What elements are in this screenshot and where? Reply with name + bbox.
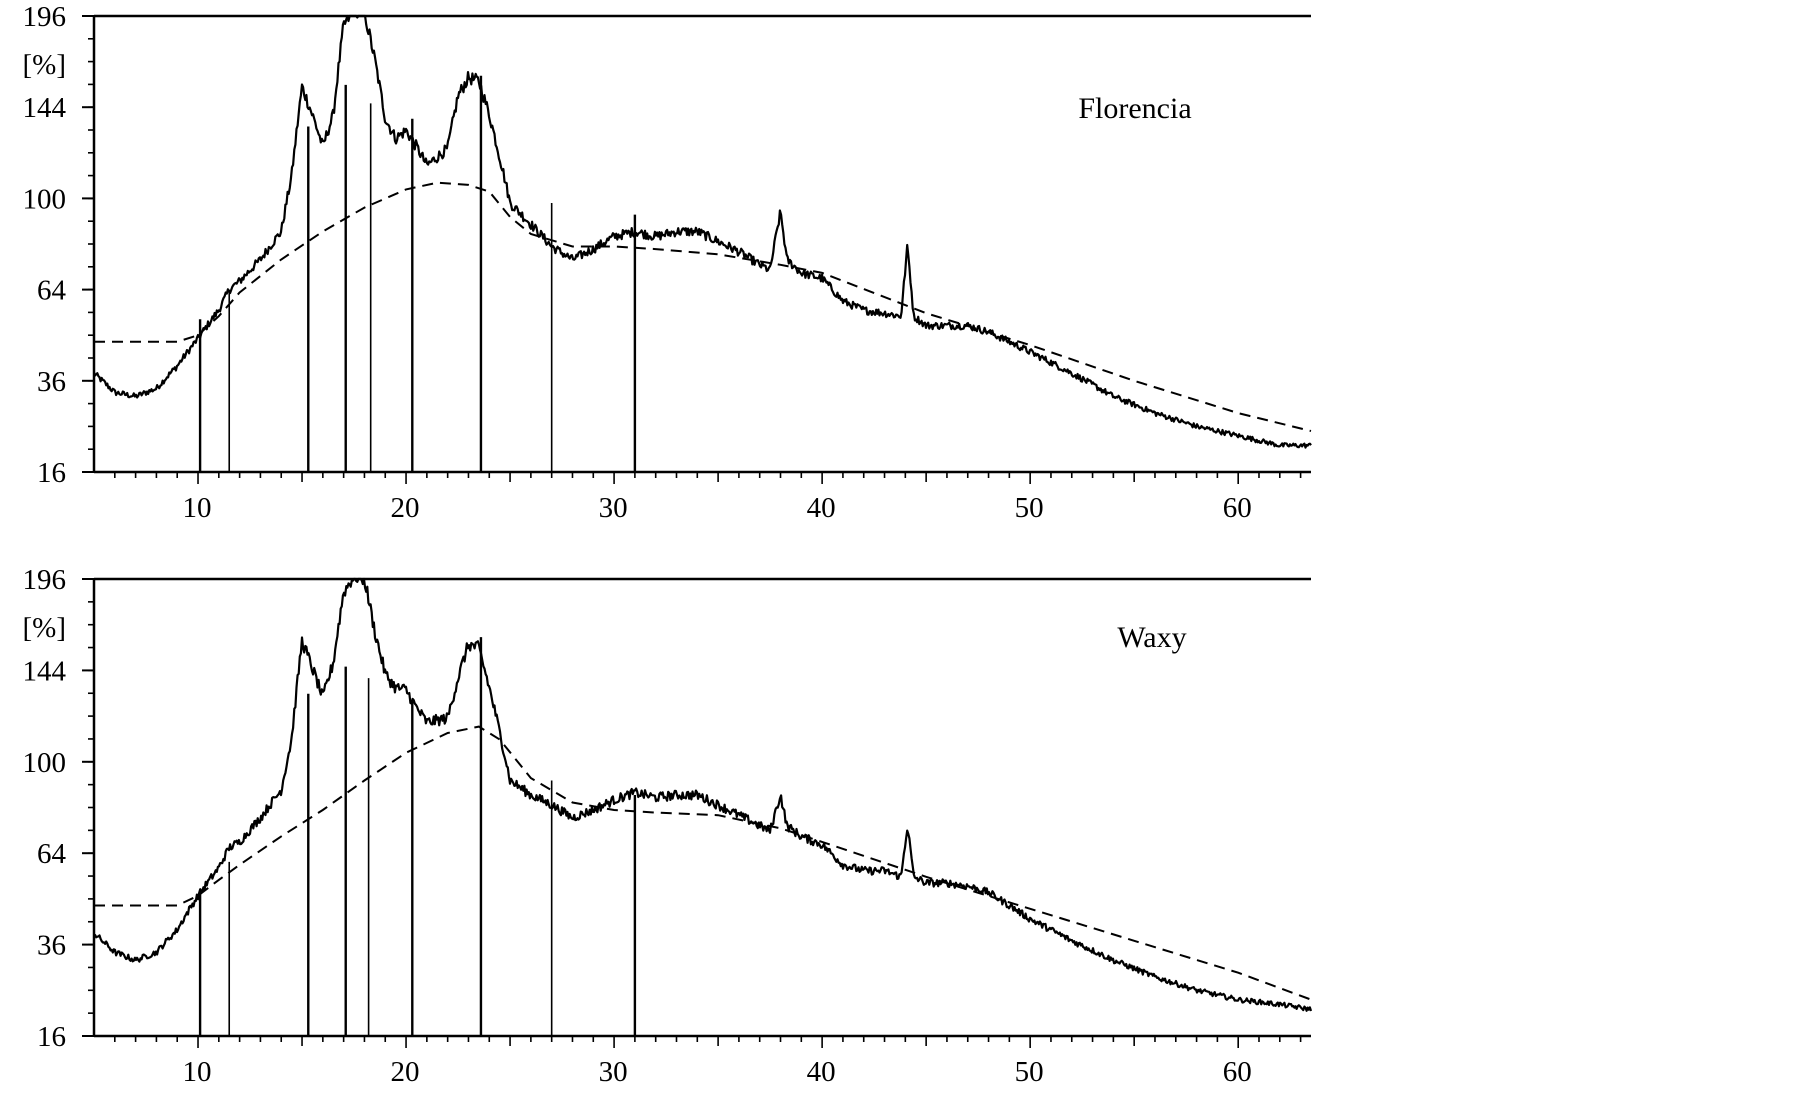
y-tick-label: 64 bbox=[37, 838, 67, 870]
panel-title: Florencia bbox=[1078, 92, 1191, 125]
y-tick-label: 100 bbox=[23, 183, 67, 215]
x-tick-label: 20 bbox=[391, 1056, 420, 1088]
x-tick-label: 40 bbox=[807, 492, 836, 524]
x-tick-label: 10 bbox=[183, 492, 212, 524]
y-tick-label: 144 bbox=[23, 655, 67, 687]
amorphous-baseline bbox=[94, 181, 1312, 432]
y-tick-label: 36 bbox=[37, 366, 66, 398]
x-tick-label: 30 bbox=[599, 1056, 628, 1088]
y-tick-label: 196 bbox=[23, 1, 67, 33]
y-tick-label: 196 bbox=[23, 564, 67, 596]
x-tick-label: 10 bbox=[183, 1056, 212, 1088]
x-tick-label: 60 bbox=[1223, 492, 1252, 524]
y-axis-label: [%] bbox=[23, 49, 66, 81]
y-tick-label: 144 bbox=[23, 92, 67, 124]
x-tick-label: 50 bbox=[1015, 1056, 1044, 1088]
x-tick-label: 60 bbox=[1223, 1056, 1252, 1088]
y-tick-label: 16 bbox=[37, 1021, 66, 1053]
y-tick-label: 100 bbox=[23, 747, 67, 779]
y-axis-label: [%] bbox=[23, 612, 66, 644]
y-tick-label: 16 bbox=[37, 457, 66, 489]
amorphous-baseline bbox=[94, 725, 1312, 1001]
diffractogram-trace bbox=[93, 577, 1313, 1012]
x-tick-label: 50 bbox=[1015, 492, 1044, 524]
y-tick-label: 64 bbox=[37, 275, 67, 307]
panel-title: Waxy bbox=[1117, 621, 1186, 654]
y-tick-label: 36 bbox=[37, 930, 66, 962]
x-tick-label: 30 bbox=[599, 492, 628, 524]
panel-waxy: 10 20 30 40 50 60 16 36 64 100 144 196 [%] Waxy bbox=[23, 564, 1313, 1088]
x-tick-label: 40 bbox=[807, 1056, 836, 1088]
x-tick-label: 20 bbox=[391, 492, 420, 524]
diffractogram-trace bbox=[92, 14, 1312, 449]
panel-florencia: 10 20 30 40 50 60 16 36 64 100 144 196 [%] Florencia bbox=[23, 1, 1312, 524]
